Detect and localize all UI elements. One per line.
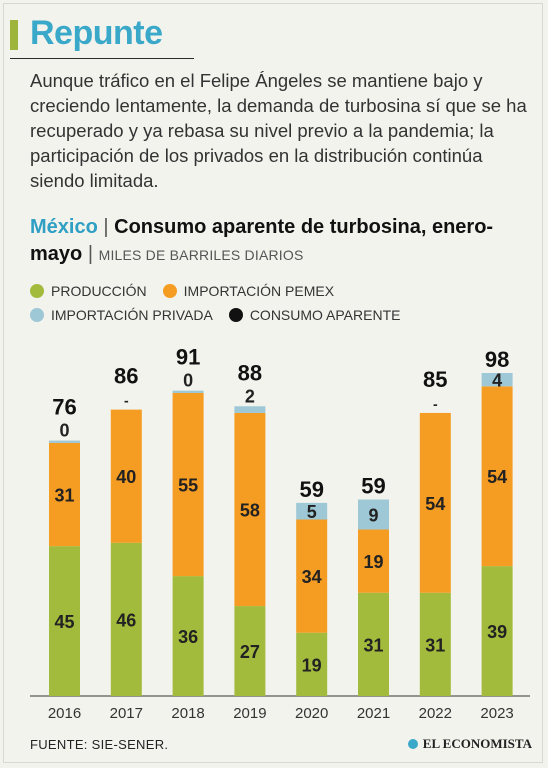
data-label-importacion-privada: 5 [307, 502, 317, 522]
data-label-importacion-pemex: 31 [54, 486, 74, 506]
data-label-produccion: 19 [302, 655, 322, 675]
bar-segment-produccion [172, 576, 204, 696]
data-label-importacion-pemex: 19 [363, 552, 383, 572]
data-label-importacion-privada: 9 [368, 506, 378, 526]
data-label-importacion-pemex: 54 [487, 467, 507, 487]
title-accent-bar [10, 20, 18, 50]
chart-title: Consumo aparente de turbosina, enero-may… [30, 216, 494, 265]
data-label-produccion: 45 [54, 612, 74, 632]
bar-segment-produccion [419, 592, 451, 696]
legend-row: PRODUCCIÓN IMPORTACIÓN PEMEX [30, 279, 535, 303]
bar-segment-produccion [481, 566, 513, 696]
total-label: 85 [423, 367, 447, 392]
title-underline [10, 58, 194, 59]
total-label: 59 [299, 477, 323, 502]
x-tick-label: 2019 [233, 705, 266, 722]
x-tick-label: 2021 [357, 705, 390, 722]
logo-mark-icon [407, 739, 418, 749]
total-label: 91 [176, 345, 200, 370]
data-label-produccion: 36 [178, 627, 198, 647]
data-label-importacion-pemex: 58 [240, 501, 260, 521]
data-label-importacion-privada: 0 [183, 371, 193, 391]
bar-segment-importacion-privada [358, 499, 389, 530]
legend-label-consumo-aparente: CONSUMO APARENTE [249, 307, 401, 323]
x-tick-label: 2023 [480, 705, 513, 722]
bar-segment-importacion-pemex [234, 412, 266, 607]
chart-legend: PRODUCCIÓN IMPORTACIÓN PEMEX IMPORTACIÓN… [30, 279, 535, 327]
chart-country: México [30, 216, 98, 238]
bar-segment-importacion-pemex [481, 386, 513, 567]
legend-label-importacion-pemex: IMPORTACIÓN PEMEX [183, 283, 335, 299]
units-separator: | [87, 243, 94, 265]
x-tick-label: 2022 [419, 705, 452, 722]
chart-heading: México | Consumo aparente de turbosina, … [30, 214, 535, 269]
bar-segment-importacion-privada [49, 440, 80, 443]
bar-segment-importacion-privada [234, 406, 266, 413]
legend-row: IMPORTACIÓN PRIVADA CONSUMO APARENTE [30, 303, 535, 327]
legend-item-consumo-aparente: CONSUMO APARENTE [228, 307, 401, 323]
bar-segment-importacion-pemex [358, 529, 389, 593]
total-label: 98 [485, 347, 509, 372]
legend-label-produccion: PRODUCCIÓN [51, 283, 147, 299]
total-label: 88 [238, 360, 262, 385]
x-tick-label: 2020 [295, 705, 328, 722]
data-label-produccion: 31 [363, 635, 383, 655]
legend-item-produccion: PRODUCCIÓN [30, 283, 147, 299]
bar-segment-importacion-pemex [110, 409, 142, 543]
bar-segment-importacion-privada [172, 390, 204, 393]
legend-dot-importacion-pemex [162, 284, 177, 298]
chart-heading-separator: | [103, 216, 109, 238]
bar-segment-produccion [358, 592, 389, 696]
data-label-importacion-privada: 2 [245, 386, 255, 406]
legend-dot-produccion [30, 284, 44, 298]
data-label-produccion: 46 [116, 610, 136, 630]
source-note: FUENTE: SIE-SENER. [30, 737, 169, 752]
page-title: Repunte [30, 14, 163, 52]
legend-item-importacion-privada: IMPORTACIÓN PRIVADA [30, 307, 213, 323]
x-tick-label: 2016 [48, 705, 81, 722]
legend-dot-consumo-aparente [228, 308, 243, 322]
x-tick-label: 2018 [171, 705, 204, 722]
bar-segment-importacion-pemex [49, 442, 80, 547]
bar-segment-produccion [110, 542, 142, 696]
total-label: 59 [361, 474, 385, 499]
data-label-importacion-privada: - [433, 396, 438, 412]
data-label-produccion: 39 [487, 622, 507, 642]
bar-segment-importacion-pemex [296, 519, 328, 633]
legend-dot-importacion-privada [30, 308, 44, 322]
data-label-importacion-pemex: 40 [116, 467, 136, 487]
logo-text: EL ECONOMISTA [422, 736, 532, 751]
data-label-produccion: 27 [240, 642, 260, 662]
stacked-bar-chart: 453107620164640-862017365509120182758288… [30, 345, 530, 722]
bar-segment-produccion [234, 606, 266, 696]
bar-segment-produccion [49, 546, 80, 696]
bar-segment-importacion-privada [296, 502, 328, 520]
data-label-importacion-privada: - [124, 393, 129, 409]
bar-segment-importacion-privada [481, 372, 513, 387]
infographic-frame [3, 3, 543, 763]
bar-segment-produccion [296, 632, 328, 696]
publisher-logo: EL ECONOMISTA [407, 736, 532, 752]
data-label-importacion-privada: 4 [492, 371, 502, 391]
data-label-importacion-pemex: 55 [178, 476, 198, 496]
legend-item-importacion-pemex: IMPORTACIÓN PEMEX [162, 283, 335, 299]
data-label-importacion-privada: 0 [59, 421, 69, 441]
bar-segment-importacion-pemex [419, 412, 451, 593]
x-tick-label: 2017 [110, 705, 143, 722]
data-label-produccion: 31 [425, 635, 445, 655]
total-label: 86 [114, 364, 138, 389]
chart-units: MILES DE BARRILES DIARIOS [98, 247, 304, 263]
data-label-importacion-pemex: 54 [425, 494, 445, 514]
intro-text: Aunque tráfico en el Felipe Ángeles se m… [30, 70, 527, 191]
bar-segment-importacion-pemex [172, 392, 204, 577]
legend-label-importacion-privada: IMPORTACIÓN PRIVADA [51, 307, 213, 323]
data-label-importacion-pemex: 34 [302, 567, 322, 587]
total-label: 76 [52, 395, 76, 420]
